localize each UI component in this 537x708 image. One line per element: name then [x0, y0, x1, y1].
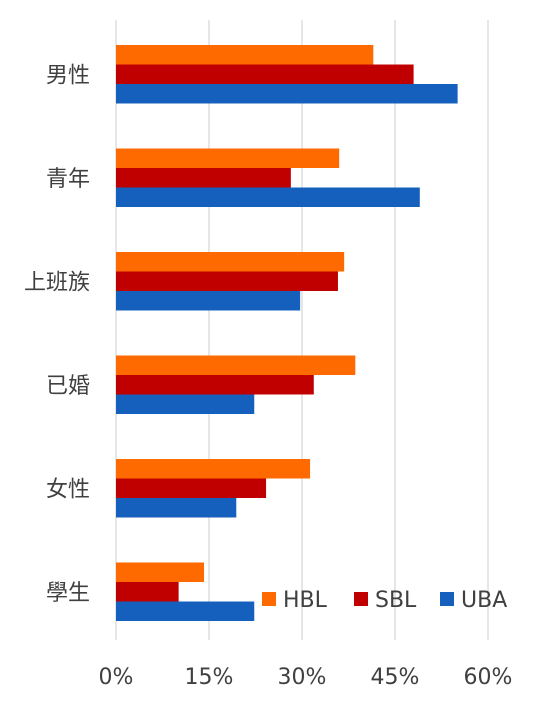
- bar-sbl: [116, 582, 179, 602]
- legend-label-sbl: SBL: [375, 588, 417, 613]
- gridlines: [115, 20, 489, 640]
- x-tick-label: 45%: [371, 665, 420, 690]
- bar-hbl: [116, 148, 340, 168]
- legend-label-hbl: HBL: [283, 588, 328, 613]
- category-label: 學生: [46, 581, 90, 606]
- legend-swatch-sbl: [354, 592, 368, 606]
- bar-uba: [116, 187, 420, 207]
- legend-label-uba: UBA: [461, 588, 507, 613]
- bar-uba: [116, 291, 301, 311]
- bar-sbl: [116, 375, 314, 395]
- category-label: 男性: [46, 63, 90, 88]
- bar-hbl: [116, 45, 374, 65]
- x-tick-label: 15%: [185, 665, 234, 690]
- category-label: 青年: [46, 167, 90, 192]
- x-tick-label: 0%: [99, 665, 134, 690]
- category-label: 上班族: [24, 270, 90, 295]
- bar-sbl: [116, 478, 267, 498]
- bar-hbl: [116, 355, 356, 375]
- category-label: 已婚: [46, 374, 90, 399]
- legend: HBL SBL UBA: [262, 588, 507, 613]
- category-label: 女性: [46, 477, 90, 502]
- bar-uba: [116, 498, 237, 518]
- bars: [116, 45, 458, 621]
- x-axis-ticks: 0% 15% 30% 45% 60%: [99, 665, 513, 690]
- legend-swatch-hbl: [262, 592, 276, 606]
- bar-uba: [116, 84, 458, 104]
- bar-sbl: [116, 64, 414, 84]
- bar-uba: [116, 601, 255, 621]
- x-tick-label: 60%: [464, 665, 513, 690]
- bar-hbl: [116, 562, 205, 582]
- bar-sbl: [116, 168, 291, 188]
- bar-hbl: [116, 459, 311, 479]
- bar-hbl: [116, 252, 345, 272]
- bar-uba: [116, 394, 255, 414]
- bar-sbl: [116, 271, 338, 291]
- x-tick-label: 30%: [278, 665, 327, 690]
- legend-swatch-uba: [440, 592, 454, 606]
